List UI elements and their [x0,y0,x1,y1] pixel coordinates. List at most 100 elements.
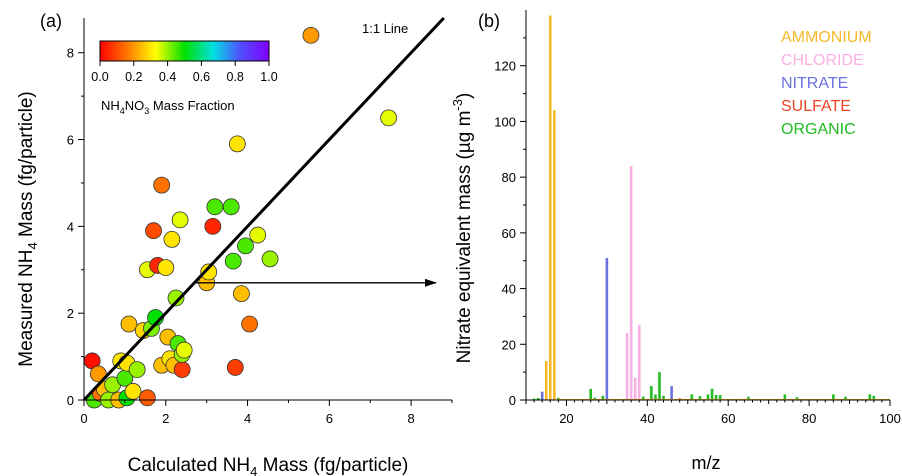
panel-b-y-tick-label: 120 [494,59,516,74]
panel-b: (b) 20 40 60 80 100 0 20 40 60 80 100 120 AMMONIUM C… [450,10,901,473]
legend-entry: AMMONIUM [781,29,872,46]
panel-b-y-tick-label: 60 [502,226,516,241]
panel-b-x-axis-label: m/z [692,453,721,473]
spectrum-bar [637,324,641,400]
spectrum-bar [589,388,593,400]
spectrum-bar [593,397,597,400]
spectrum-bar [557,397,560,400]
legend-entry: CHLORIDE [781,52,864,69]
scatter-point [138,389,156,407]
scatter-point [173,361,191,379]
spectrum-bar [605,257,609,400]
spectrum-bar [706,394,710,400]
spectrum-bar [629,166,633,400]
panel-a-x-tick-label: 8 [407,411,414,426]
scatter-point [224,252,242,270]
panel-b-y-tick-label: 80 [502,170,516,185]
panel-a-x-tick-label: 6 [326,411,333,426]
panel-a-y-tick-label: 8 [67,46,74,61]
scatter-point [380,109,398,127]
spectrum-bar [795,397,799,400]
panel-b-label: (b) [478,11,500,31]
panel-b-x-tick-label: 20 [559,411,573,426]
panel-a-x-tick-label: 0 [80,411,87,426]
scatter-point [167,289,185,307]
spectrum-bar [872,395,876,400]
scatter-point [163,230,181,248]
panel-a-y-tick-label: 6 [67,133,74,148]
panel-a-y-tick-label: 2 [67,306,74,321]
scatter-point [171,211,189,229]
spectrum-bar [633,377,637,400]
panel-b-axes: 20 40 60 80 100 0 20 40 60 80 100 120 [494,10,901,426]
legend-entry: ORGANIC [781,121,856,138]
spectrum-bar [844,396,847,400]
panel-a-points [83,26,398,409]
scatter-point [175,341,193,359]
spectrum-bar [553,110,556,401]
scatter-point [89,365,107,383]
colorbar-tick-label: 0.8 [227,70,244,84]
panel-a-y-tick-label: 0 [67,393,74,408]
panel-a-y-tick-label: 4 [67,219,74,234]
colorbar-label: NH4NO3 Mass Fraction [101,98,235,116]
spectrum-bar [670,386,673,400]
scatter-point [222,198,240,216]
spectrum-bar [868,394,872,400]
scatter-point [157,259,175,277]
panel-b-y-tick-label: 20 [502,337,516,352]
spectrum-bar [658,372,661,400]
scatter-point [124,382,142,400]
spectrum-bar [654,394,657,400]
panel-b-x-tick-label: 100 [879,411,901,426]
spectrum-bar [544,361,548,400]
scatter-point [145,222,162,240]
scatter-point [200,263,218,281]
scatter-point [204,217,222,235]
colorbar-tick-label: 0.4 [159,70,176,84]
panel-a: (a) 1:1 Line 0 2 4 6 8 0 2 4 6 8 0.0 0.2 0.4 0.6 0.8 1… [16,11,453,476]
scatter-point [226,359,244,376]
spectrum-bar [540,391,544,400]
spectrum-bar [747,396,750,400]
scatter-point [241,315,259,333]
spectrum-bar [714,394,718,400]
colorbar-gradient [99,40,270,62]
colorbar-tick-label: 1.0 [260,70,277,84]
panel-b-y-tick-label: 0 [509,393,516,408]
legend-entry: SULFATE [781,98,851,115]
panel-b-x-tick-label: 80 [802,411,816,426]
legend-entry: NITRATE [781,75,848,92]
spectrum-bar [783,394,787,400]
spectrum-bar [718,394,722,400]
spectrum-bar [710,388,714,400]
panel-a-y-axis-label: Measured NH4 Mass (fg/particle) [16,91,40,366]
spectrum-bar [536,398,540,400]
panel-b-y-tick-label: 100 [494,114,516,129]
spectrum-bar [698,396,702,400]
scatter-point [261,250,279,268]
panel-b-y-tick-label: 40 [502,282,516,297]
spectrum-bar [690,394,694,400]
scatter-point [206,198,224,216]
spectrum-bar [662,395,665,400]
spectrum-bar [625,333,629,400]
panel-a-x-axis-label: Calculated NH4 Mass (fg/particle) [128,455,409,476]
one-to-one-line-label: 1:1 Line [362,21,408,36]
spectrum-bar [532,398,536,400]
colorbar-tick-label: 0.0 [91,70,108,84]
spectrum-bar [601,395,605,400]
scatter-point [302,26,320,44]
spectrum-bar [650,386,653,400]
panel-a-axes: 0 2 4 6 8 0 2 4 6 8 [67,18,453,426]
scatter-point [153,176,171,194]
scatter-point [237,237,254,255]
panel-b-x-tick-label: 40 [640,411,654,426]
panel-b-bars [532,15,890,401]
one-to-one-line [82,16,445,402]
scatter-point [233,285,250,303]
scatter-point [228,135,246,153]
spectrum-bar [641,396,645,400]
panel-a-label: (a) [40,11,62,31]
